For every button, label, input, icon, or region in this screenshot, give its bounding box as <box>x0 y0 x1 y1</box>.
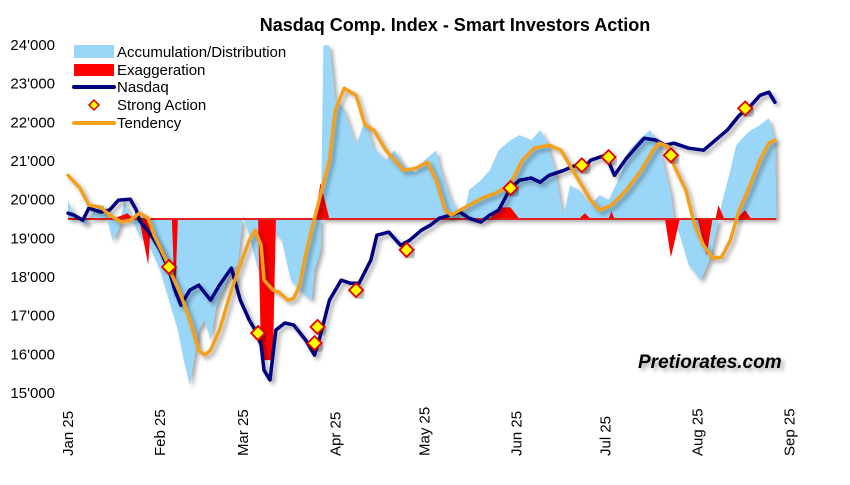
y-tick-label: 20'000 <box>10 192 55 209</box>
strong-action-marker <box>160 258 178 276</box>
x-tick-label: Feb 25 <box>152 409 169 456</box>
y-axis: 15'000 16'000 17'000 18'000 19'000 20'000 21'0… <box>10 37 55 402</box>
y-tick-label: 24'000 <box>10 37 55 54</box>
legend: Accumulation/Distribution Exaggeration N… <box>72 44 286 132</box>
x-tick-label: Jul 25 <box>598 416 615 456</box>
y-tick-label: 17'000 <box>10 308 55 325</box>
legend-swatch-strong-action <box>87 98 101 112</box>
strong-action-marker <box>398 241 415 259</box>
y-tick-label: 22'000 <box>10 114 55 131</box>
x-tick-label: Jan 25 <box>60 411 77 456</box>
plot-area <box>66 45 777 385</box>
y-tick-label: 18'000 <box>10 269 55 286</box>
y-tick-label: 23'000 <box>10 76 55 93</box>
strong-action-marker <box>309 318 326 336</box>
x-tick-label: Apr 25 <box>327 412 344 456</box>
strong-action-marker <box>502 179 519 197</box>
legend-label-tendency: Tendency <box>117 115 182 132</box>
y-tick-label: 16'000 <box>10 346 55 363</box>
legend-swatch-exaggeration <box>74 64 114 76</box>
strong-action-marker <box>573 156 591 174</box>
x-tick-label: Mar 25 <box>235 409 252 456</box>
legend-label-accumulation: Accumulation/Distribution <box>117 44 286 61</box>
legend-swatch-accumulation <box>74 45 114 58</box>
x-tick-label: Aug 25 <box>690 408 707 456</box>
strong-action-marker <box>736 100 754 117</box>
exaggeration-area <box>112 183 752 361</box>
chart-title: Nasdaq Comp. Index - Smart Investors Act… <box>260 15 650 35</box>
y-tick-label: 21'000 <box>10 153 55 170</box>
legend-label-strong-action: Strong Action <box>117 97 206 114</box>
tendency-line <box>66 86 777 357</box>
accumulation-distribution-area <box>68 45 777 385</box>
nasdaq-line <box>66 90 777 382</box>
strong-action-marker <box>306 334 323 352</box>
x-tick-label: Jun 25 <box>508 411 525 456</box>
legend-label-nasdaq: Nasdaq <box>117 79 169 96</box>
strong-action-marker <box>662 146 680 164</box>
strong-action-marker <box>249 324 267 342</box>
strong-action-marker <box>347 281 365 299</box>
watermark: Pretiorates.com <box>638 352 782 373</box>
strong-action-marker <box>600 148 617 166</box>
x-tick-label: Sep 25 <box>782 408 799 456</box>
y-tick-label: 19'000 <box>10 230 55 247</box>
y-tick-label: 15'000 <box>10 385 55 402</box>
legend-label-exaggeration: Exaggeration <box>117 62 205 79</box>
x-tick-label: May 25 <box>416 407 433 456</box>
x-axis: Jan 25 Feb 25 Mar 25 Apr 25 May 25 Jun 25 Jul … <box>60 407 799 456</box>
